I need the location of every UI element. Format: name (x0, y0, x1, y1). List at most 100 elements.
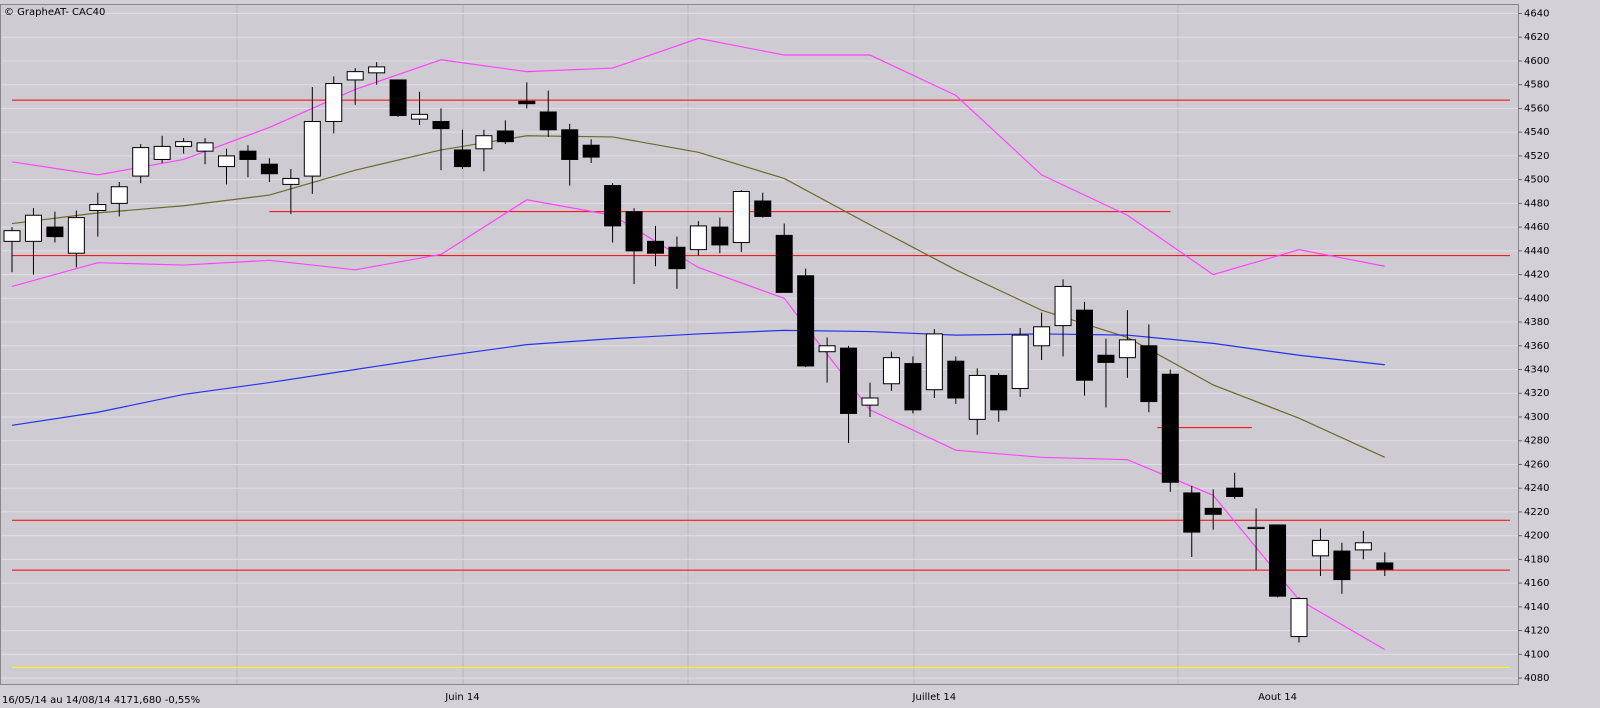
candle-body (1226, 487, 1244, 497)
x-tick-label: Aout 14 (1258, 692, 1297, 703)
y-tick-label: 4240 (1524, 483, 1549, 494)
candle-body (647, 240, 664, 254)
candle-body (861, 397, 879, 406)
candle-body (389, 79, 407, 117)
candle-body (496, 130, 514, 143)
candle-body (67, 217, 85, 254)
y-tick-label: 4220 (1524, 507, 1549, 518)
y-tick-label: 4340 (1524, 365, 1549, 376)
candle-body (990, 374, 1008, 411)
candle-body (925, 333, 943, 391)
candle-body (175, 141, 193, 147)
candle-body (1290, 598, 1308, 638)
candle-body (196, 142, 214, 152)
candle-body (904, 363, 922, 411)
candle-body (711, 226, 729, 246)
y-tick-label: 4520 (1524, 151, 1549, 162)
candle-body (882, 357, 900, 385)
candle-body (1054, 285, 1072, 327)
candle-body (1269, 524, 1287, 597)
y-tick-label: 4120 (1524, 626, 1549, 637)
chart-title: © GrapheAT- CAC40 (4, 7, 105, 18)
y-tick-label: 4640 (1524, 8, 1549, 19)
y-tick-label: 4140 (1524, 602, 1549, 613)
y-tick-label: 4080 (1524, 673, 1549, 684)
y-tick-label: 4460 (1524, 222, 1549, 233)
y-tick-label: 4320 (1524, 388, 1549, 399)
candle-body (1247, 526, 1265, 530)
y-tick-label: 4360 (1524, 341, 1549, 352)
y-tick-label: 4400 (1524, 293, 1549, 304)
candle-body (218, 155, 235, 168)
candle-body (518, 100, 536, 105)
indicator-line (11, 37, 1385, 276)
candle-body (1076, 309, 1093, 381)
candle-body (1183, 492, 1201, 533)
vertical-grid (236, 5, 1179, 684)
indicator-line (11, 329, 1385, 426)
candle-body (303, 120, 321, 177)
y-tick-label: 4420 (1524, 270, 1549, 281)
y-tick-label: 4440 (1524, 246, 1549, 257)
y-tick-label: 4160 (1524, 578, 1549, 589)
candle-body (1097, 354, 1115, 363)
candle-body (968, 374, 986, 420)
y-tick-label: 4300 (1524, 412, 1549, 423)
y-tick-label: 4560 (1524, 103, 1549, 114)
y-tick-label: 4580 (1524, 80, 1549, 91)
candle-body (153, 145, 171, 160)
y-tick-label: 4540 (1524, 127, 1549, 138)
candle-body (754, 200, 772, 217)
candle-body (1204, 507, 1222, 515)
candle-body (797, 275, 815, 367)
candle-body (346, 71, 364, 81)
x-tick-label: Juillet 14 (912, 692, 957, 703)
candle-body (89, 204, 107, 211)
candle-body (432, 120, 450, 130)
candle-body (840, 347, 858, 414)
candle-body (947, 360, 965, 399)
candle-body (582, 144, 600, 158)
candle-body (732, 191, 750, 244)
y-tick-label: 4280 (1524, 436, 1549, 447)
candle-body (475, 135, 493, 150)
candle-body (1161, 373, 1179, 483)
y-tick-label: 4620 (1524, 32, 1549, 43)
candle-body (689, 225, 707, 251)
candle-body (539, 111, 557, 131)
candle-body (110, 186, 128, 204)
candle-body (818, 345, 836, 353)
candle-body (24, 214, 42, 242)
indicator-line (11, 199, 1386, 651)
candle-body (368, 66, 386, 74)
candle-body (1033, 326, 1051, 347)
candle-body (1011, 334, 1029, 390)
y-tick-label: 4380 (1524, 317, 1549, 328)
candle-body (1333, 550, 1351, 581)
candle-body (132, 147, 150, 177)
candle-body (3, 230, 21, 242)
candle-body (668, 246, 686, 270)
candle-body (239, 150, 257, 160)
y-tick-label: 4200 (1524, 531, 1549, 542)
y-tick-label: 4100 (1524, 649, 1549, 660)
candle-body (561, 129, 579, 160)
candle-body (46, 226, 64, 238)
y-tick-label: 4500 (1524, 175, 1549, 186)
candle-body (604, 185, 622, 227)
candle-body (1376, 562, 1394, 570)
candle-body (282, 177, 300, 185)
y-tick-label: 4600 (1524, 56, 1549, 67)
candle-body (1311, 539, 1329, 557)
candle-body (411, 113, 429, 120)
y-tick-label: 4180 (1524, 554, 1549, 565)
info: 16/05/14 au 14/08/14 4171,680 -0,55% (2, 695, 200, 706)
candle-body (325, 83, 343, 122)
candle-body (453, 149, 471, 168)
x-tick-label: Juin 14 (444, 692, 479, 703)
candle-body (260, 163, 278, 175)
candle-body (1140, 345, 1158, 403)
candle-body (1354, 542, 1372, 551)
